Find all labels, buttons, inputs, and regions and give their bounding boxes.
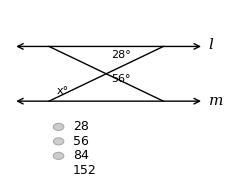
Text: 28°: 28° [111, 50, 131, 60]
Circle shape [53, 167, 64, 174]
Circle shape [53, 152, 64, 159]
Text: 56: 56 [73, 135, 89, 148]
Text: 152: 152 [73, 164, 97, 177]
Circle shape [53, 123, 64, 130]
Text: 28: 28 [73, 120, 89, 133]
Text: 84: 84 [73, 149, 89, 162]
Text: x°: x° [56, 86, 68, 96]
Text: l: l [209, 38, 214, 52]
Text: 56°: 56° [111, 74, 130, 84]
Circle shape [53, 138, 64, 145]
Text: m: m [209, 94, 223, 108]
